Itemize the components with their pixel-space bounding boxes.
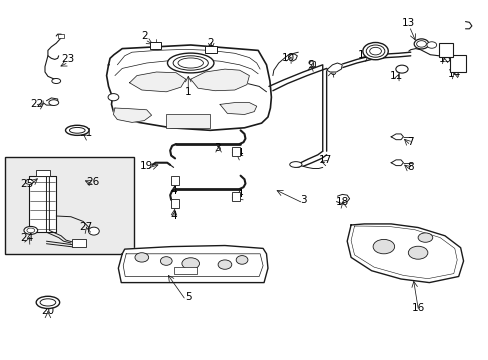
Bar xyxy=(173,267,197,274)
Text: 14: 14 xyxy=(447,69,461,79)
Bar xyxy=(72,239,86,247)
Bar xyxy=(149,42,161,49)
Ellipse shape xyxy=(218,260,231,269)
Text: 4: 4 xyxy=(170,186,177,196)
Text: 8: 8 xyxy=(407,162,413,172)
Bar xyxy=(166,114,210,128)
Text: 3: 3 xyxy=(299,195,306,205)
Text: 12: 12 xyxy=(357,50,370,60)
Ellipse shape xyxy=(292,162,301,167)
Bar xyxy=(231,147,239,156)
Text: 13: 13 xyxy=(401,18,414,28)
Polygon shape xyxy=(390,134,403,140)
Text: 4: 4 xyxy=(170,211,177,221)
Bar xyxy=(449,55,465,72)
Text: 3: 3 xyxy=(214,143,221,153)
Ellipse shape xyxy=(49,100,59,105)
Bar xyxy=(231,192,239,201)
Ellipse shape xyxy=(24,226,38,234)
Text: 9: 9 xyxy=(306,60,313,70)
Bar xyxy=(438,43,452,57)
Text: 19: 19 xyxy=(140,161,153,171)
Ellipse shape xyxy=(182,258,199,269)
Ellipse shape xyxy=(413,39,428,49)
Bar xyxy=(36,170,50,176)
Ellipse shape xyxy=(372,239,394,254)
Text: 16: 16 xyxy=(410,303,424,313)
Ellipse shape xyxy=(426,42,436,48)
Polygon shape xyxy=(129,72,185,92)
Text: 25: 25 xyxy=(20,179,34,189)
Ellipse shape xyxy=(369,48,381,55)
Ellipse shape xyxy=(25,179,33,184)
Ellipse shape xyxy=(178,58,203,68)
Ellipse shape xyxy=(416,41,426,47)
Ellipse shape xyxy=(52,78,61,84)
Text: 24: 24 xyxy=(20,233,34,243)
Text: 26: 26 xyxy=(86,177,100,187)
Polygon shape xyxy=(220,103,256,114)
Polygon shape xyxy=(113,108,151,122)
Ellipse shape xyxy=(40,299,56,306)
Polygon shape xyxy=(118,246,267,283)
Ellipse shape xyxy=(417,233,432,242)
Ellipse shape xyxy=(160,257,172,265)
Ellipse shape xyxy=(108,94,119,101)
Polygon shape xyxy=(326,63,342,72)
Text: 20: 20 xyxy=(41,306,54,316)
Bar xyxy=(5,157,134,254)
Polygon shape xyxy=(190,69,249,91)
Text: 17: 17 xyxy=(318,155,331,165)
Text: 5: 5 xyxy=(184,292,191,302)
Text: 23: 23 xyxy=(61,54,74,64)
Text: 18: 18 xyxy=(335,197,348,207)
Text: 4: 4 xyxy=(236,148,243,158)
Ellipse shape xyxy=(362,42,387,60)
Text: 4: 4 xyxy=(236,189,243,199)
Polygon shape xyxy=(390,160,403,166)
Text: 10: 10 xyxy=(282,53,294,63)
Text: 11: 11 xyxy=(388,71,402,81)
Text: 2: 2 xyxy=(141,31,147,41)
Polygon shape xyxy=(346,224,463,283)
Text: 15: 15 xyxy=(437,54,451,64)
Ellipse shape xyxy=(173,56,208,70)
Text: 22: 22 xyxy=(30,99,43,109)
Ellipse shape xyxy=(236,256,247,264)
Ellipse shape xyxy=(69,127,85,133)
Polygon shape xyxy=(106,45,271,130)
Ellipse shape xyxy=(27,228,35,233)
Text: 2: 2 xyxy=(206,38,213,48)
Text: 21: 21 xyxy=(79,128,92,138)
Text: 1: 1 xyxy=(184,87,191,97)
Ellipse shape xyxy=(167,53,214,73)
Text: 7: 7 xyxy=(407,137,413,147)
Ellipse shape xyxy=(88,227,99,235)
Bar xyxy=(58,34,63,38)
Ellipse shape xyxy=(366,45,384,57)
Bar xyxy=(171,176,179,185)
Bar xyxy=(171,199,179,208)
Ellipse shape xyxy=(65,125,89,135)
Ellipse shape xyxy=(36,296,60,309)
Ellipse shape xyxy=(289,162,302,167)
Ellipse shape xyxy=(135,253,148,262)
Bar xyxy=(205,46,217,53)
Text: 6: 6 xyxy=(328,67,335,77)
Ellipse shape xyxy=(407,246,427,259)
Text: 27: 27 xyxy=(79,222,92,232)
Bar xyxy=(29,176,56,232)
Ellipse shape xyxy=(395,65,407,73)
